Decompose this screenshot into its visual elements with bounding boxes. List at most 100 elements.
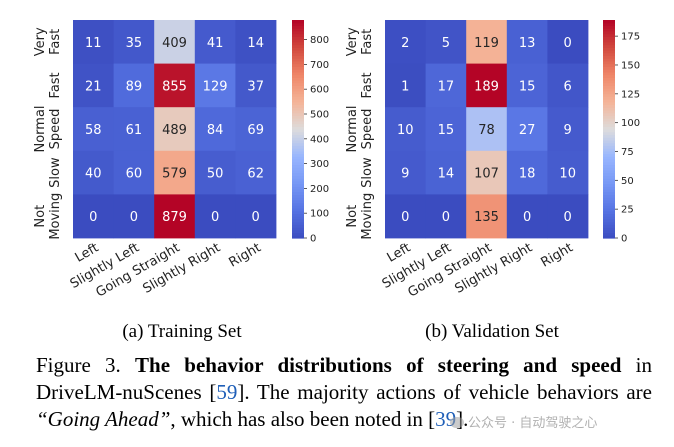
colorbar-segment (603, 137, 615, 141)
colorbar-segment (603, 93, 615, 97)
colorbar-segment (603, 47, 615, 51)
caption-ref-1[interactable]: 59 (216, 380, 238, 404)
cell-value-label: 10 (397, 123, 414, 138)
heatmap-cell (73, 194, 114, 239)
wechat-icon (450, 417, 464, 428)
colorbar-segment (603, 232, 615, 236)
heatmap-cell (506, 20, 548, 64)
colorbar-segment (603, 101, 615, 106)
row-label: VeryFast (345, 27, 375, 56)
colorbar-segment (603, 172, 615, 176)
colorbar-segment (292, 178, 304, 182)
row-label: Fast (360, 72, 375, 98)
cell-value-label: 9 (564, 123, 572, 138)
colorbar-segment (292, 139, 304, 144)
colorbar-segment (603, 167, 615, 171)
colorbar-segment (603, 178, 615, 182)
colorbar-tick-label: 0 (621, 234, 627, 245)
colorbar-segment (292, 150, 304, 155)
colorbar-segment (603, 208, 615, 212)
colorbar-segment (603, 205, 615, 209)
cell-value-label: 2 (401, 36, 409, 51)
colorbar-tick-label: 400 (310, 134, 329, 145)
heatmap-cell (425, 194, 467, 239)
heatmap-cell (113, 107, 155, 152)
colorbar-segment (603, 148, 615, 152)
colorbar-segment (292, 142, 304, 146)
colorbar-segment (292, 115, 304, 119)
caption-text-2: ]. The majority actions of vehicle behav… (237, 380, 652, 404)
cell-value-label: 40 (85, 167, 102, 182)
colorbar-segment (603, 224, 615, 228)
heatmap-cell (466, 107, 508, 152)
cell-value-label: 35 (126, 36, 143, 51)
heatmap-cell (235, 20, 277, 64)
colorbar-segment (292, 20, 304, 24)
colorbar-segment (603, 79, 615, 84)
heatmap-cell (235, 194, 277, 239)
colorbar-segment (292, 213, 304, 217)
heatmap-cell (73, 20, 114, 64)
heatmap-cell (385, 150, 426, 195)
colorbar-segment (603, 22, 615, 27)
colorbar-segment (292, 235, 304, 239)
colorbar-segment (292, 148, 304, 152)
cell-value-label: 13 (519, 36, 536, 51)
colorbar-segment (292, 90, 304, 95)
heatmap-cell (425, 107, 467, 152)
colorbar-segment (292, 161, 304, 166)
row-label: Fast (48, 72, 63, 98)
row-label: NormalSpeed (33, 105, 63, 152)
colorbar-segment (603, 156, 615, 160)
watermark-text: 公众号 · 自动驾驶之心 (468, 416, 598, 431)
heatmap-cell (466, 150, 508, 195)
heatmap-cell (547, 194, 589, 239)
colorbar-segment (292, 126, 304, 130)
heatmap-cell (235, 150, 277, 195)
colorbar-tick-label: 100 (621, 118, 640, 129)
cell-value-label: 11 (85, 36, 102, 51)
colorbar-segment (603, 158, 615, 163)
colorbar-segment (603, 74, 615, 78)
colorbar-segment (292, 227, 304, 231)
colorbar-segment (292, 58, 304, 62)
colorbar-segment (292, 216, 304, 220)
cell-value-label: 9 (401, 167, 409, 182)
caption-text-3: , which has also been noted in [ (170, 407, 436, 431)
colorbar-segment (603, 161, 615, 166)
heatmap-cell (506, 194, 548, 239)
colorbar-segment (292, 44, 304, 48)
colorbar-segment (292, 77, 304, 81)
row-label: Slow (360, 157, 375, 188)
colorbar-segment (292, 191, 304, 195)
column-label: Right (227, 240, 264, 270)
colorbar-segment (603, 142, 615, 146)
colorbar-segment (603, 129, 615, 133)
heatmap-cell (235, 63, 277, 108)
cell-value-label: 0 (442, 210, 450, 225)
colorbar-segment (292, 120, 304, 125)
colorbar-tick-label: 300 (310, 159, 329, 170)
heatmap-cell (154, 20, 196, 64)
colorbar-segment (292, 96, 304, 100)
colorbar-segment (603, 41, 615, 46)
colorbar-segment (292, 99, 304, 103)
colorbar-segment (603, 120, 615, 125)
colorbar-segment (292, 145, 304, 149)
heatmap-cell (425, 63, 467, 108)
cell-value-label: 15 (519, 79, 536, 94)
cell-value-label: 0 (130, 210, 138, 225)
colorbar-segment (292, 88, 304, 92)
cell-value-label: 41 (207, 36, 224, 51)
colorbar-segment (292, 63, 304, 67)
colorbar-segment (603, 221, 615, 225)
row-label: VeryFast (33, 27, 63, 56)
cell-value-label: 14 (247, 36, 264, 51)
colorbar-segment (292, 156, 304, 160)
row-label: Slow (48, 157, 63, 188)
colorbar-segment (603, 180, 615, 185)
colorbar-segment (603, 44, 615, 48)
colorbar-segment (292, 55, 304, 59)
cell-value-label: 489 (162, 123, 187, 138)
